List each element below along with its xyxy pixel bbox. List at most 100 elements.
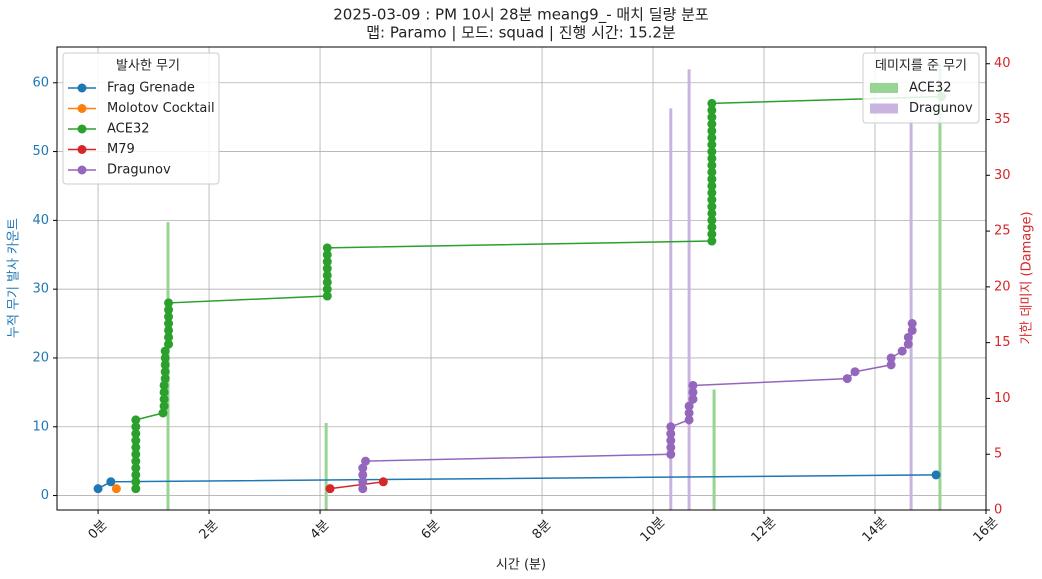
damage-bar xyxy=(324,422,328,510)
series-marker xyxy=(106,477,116,487)
series-marker xyxy=(159,387,169,397)
series-marker xyxy=(931,470,941,480)
series-marker xyxy=(111,484,121,494)
series-marker xyxy=(358,484,368,494)
series-marker xyxy=(707,133,717,143)
y2-tick-label: 40 xyxy=(994,56,1011,71)
series-marker xyxy=(322,257,332,267)
damage-bar xyxy=(687,69,691,510)
series-marker xyxy=(707,229,717,239)
legend-marker xyxy=(77,124,87,134)
series-marker xyxy=(666,442,676,452)
y2-tick-label: 25 xyxy=(994,224,1011,239)
y-tick-label: 20 xyxy=(32,350,49,365)
series-marker xyxy=(131,484,141,494)
series-marker xyxy=(325,484,335,494)
series-marker xyxy=(131,436,141,446)
y-tick-label: 60 xyxy=(32,75,49,90)
series-marker xyxy=(666,422,676,432)
legend-marker xyxy=(77,104,87,113)
series-marker xyxy=(160,374,170,384)
series-marker xyxy=(688,387,698,397)
series-marker xyxy=(131,477,141,487)
series-marker xyxy=(707,208,717,218)
series-marker xyxy=(666,449,676,459)
y-tick-label: 0 xyxy=(41,488,49,503)
damage-bar xyxy=(938,63,942,511)
legend-label: Frag Grenade xyxy=(107,81,195,96)
series-marker xyxy=(358,470,368,480)
y2-tick-label: 35 xyxy=(994,112,1011,127)
series-marker xyxy=(707,236,717,246)
series-marker xyxy=(707,147,717,157)
series-marker xyxy=(131,415,141,425)
legend-marker xyxy=(77,165,87,175)
legend-title: 데미지를 준 무기 xyxy=(875,59,967,74)
series-marker xyxy=(842,374,852,384)
series-marker xyxy=(160,353,170,363)
legend-swatch xyxy=(870,83,898,93)
x-axis-label: 시간 (분) xyxy=(496,558,546,573)
y-tick-label: 50 xyxy=(32,144,49,159)
series-marker xyxy=(164,325,174,335)
series-marker xyxy=(131,463,141,473)
series-marker xyxy=(707,188,717,198)
series-marker xyxy=(903,332,913,342)
legend-marker xyxy=(77,145,87,154)
series-marker xyxy=(886,360,896,370)
legend-label: M79 xyxy=(107,142,135,157)
series-marker xyxy=(707,181,717,191)
legend-label: ACE32 xyxy=(107,122,150,137)
series-marker xyxy=(684,401,694,411)
y2-tick-label: 0 xyxy=(994,503,1002,518)
series-marker xyxy=(131,429,141,439)
y-tick-label: 10 xyxy=(32,419,49,434)
series-marker xyxy=(164,305,174,315)
series-marker xyxy=(903,339,913,349)
series-marker xyxy=(159,394,169,404)
series-marker xyxy=(322,243,332,253)
legend-label: Molotov Cocktail xyxy=(107,101,215,116)
damage-bar xyxy=(909,119,913,511)
series-marker xyxy=(907,325,917,335)
series-marker xyxy=(707,215,717,225)
series-marker xyxy=(707,195,717,205)
series-marker xyxy=(707,153,717,163)
series-marker xyxy=(666,429,676,439)
series-marker xyxy=(160,346,170,356)
series-marker xyxy=(707,140,717,150)
series-marker xyxy=(322,264,332,274)
series-marker xyxy=(131,456,141,466)
series-marker xyxy=(358,463,368,473)
y-axis-label: 누적 무기 발사 카운트 xyxy=(7,218,22,338)
series-marker xyxy=(322,284,332,294)
series-marker xyxy=(688,394,698,404)
series-marker xyxy=(886,353,896,363)
series-marker xyxy=(707,119,717,129)
y2-tick-label: 10 xyxy=(994,391,1011,406)
series-marker xyxy=(131,442,141,452)
series-marker xyxy=(684,408,694,418)
legend-box xyxy=(62,52,220,185)
series-marker xyxy=(160,367,170,377)
series-marker xyxy=(707,126,717,136)
series-marker xyxy=(707,202,717,212)
series-marker xyxy=(322,291,332,301)
series-marker xyxy=(850,367,860,377)
legend-marker xyxy=(77,83,87,93)
plot-frame xyxy=(56,46,987,511)
damage-bar xyxy=(669,108,673,510)
series-marker xyxy=(378,477,388,487)
series-marker xyxy=(160,360,170,370)
series-marker xyxy=(131,449,141,459)
y2-axis-label: 가한 데미지 (Damage) xyxy=(1020,211,1035,344)
series-marker xyxy=(707,160,717,170)
series-marker xyxy=(707,222,717,232)
legend-label: ACE32 xyxy=(909,81,952,96)
y2-tick-label: 30 xyxy=(994,168,1011,183)
series-line xyxy=(329,481,384,490)
y2-tick-label: 15 xyxy=(994,335,1011,350)
y-tick-label: 40 xyxy=(32,213,49,228)
series-marker xyxy=(358,477,368,487)
